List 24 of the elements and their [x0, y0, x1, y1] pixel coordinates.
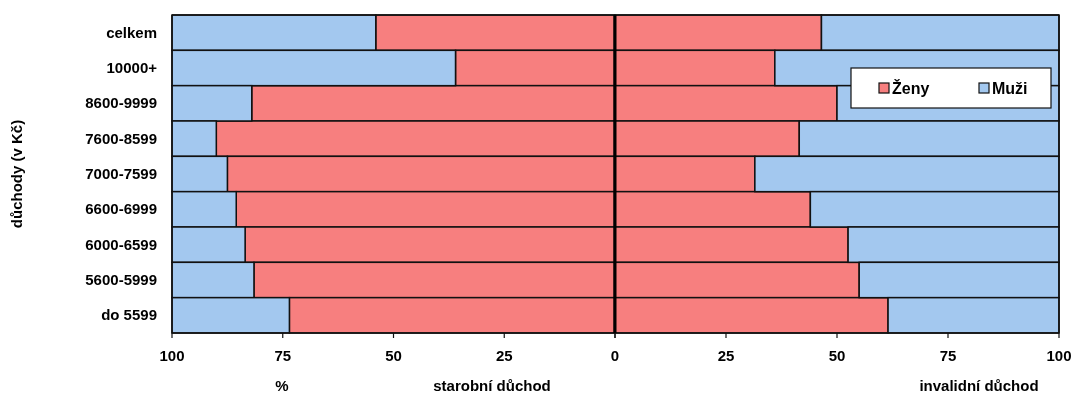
x-tick-label: 50	[385, 347, 402, 364]
y-tick-label: 5600-5999	[85, 271, 157, 288]
x-tick-label: 75	[274, 347, 292, 364]
x-tick-label: 100	[159, 347, 185, 364]
legend-label: Ženy	[892, 79, 930, 97]
y-tick-label: 10000+	[106, 59, 158, 76]
x-tick-label: 75	[939, 347, 957, 364]
y-tick-label: 7000-7599	[85, 165, 157, 182]
y-tick-label: celkem	[106, 23, 157, 41]
text: %	[275, 377, 289, 394]
x-axis-title: invalidní důchod	[919, 377, 1039, 394]
legend-label: Muži	[992, 80, 1028, 97]
y-tick-label: 6000-6599	[85, 235, 157, 253]
y-tick-label: 7600-8599	[85, 129, 157, 147]
y-axis-title: důchody (v Kč)	[8, 119, 25, 229]
y-tick-label: 6600-6999	[85, 200, 157, 218]
x-tick-label: 50	[828, 347, 846, 364]
x-tick-label: 25	[717, 347, 735, 364]
y-tick-label: 8600-9999	[85, 94, 157, 112]
x-tick-label: 100	[1046, 347, 1072, 364]
x-tick-label: 25	[495, 347, 513, 364]
x-axis-title: starobní důchod	[433, 377, 551, 394]
x-tick-label: 0	[610, 347, 620, 364]
y-tick-label: do 5599	[101, 306, 157, 324]
